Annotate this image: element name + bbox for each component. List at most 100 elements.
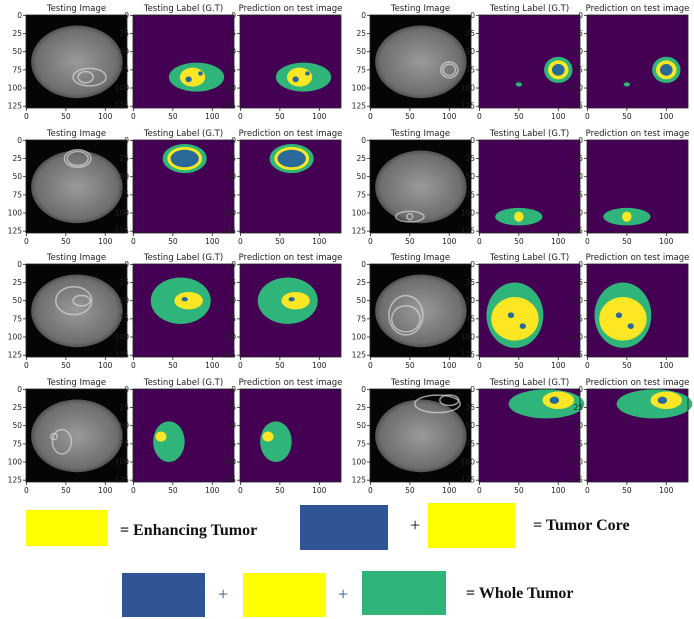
x-tick-label: 50 [622, 361, 632, 370]
y-tick-label: 25 [119, 278, 129, 287]
y-tick-label: 25 [12, 154, 22, 163]
panel-title: Prediction on test image [239, 4, 343, 14]
y-tick-label: 0 [231, 11, 236, 20]
x-tick-label: 100 [312, 237, 327, 246]
y-tick-label: 50 [465, 172, 475, 181]
y-tick-label: 75 [12, 314, 22, 323]
y-tick-label: 125 [569, 227, 584, 236]
axes-frame [25, 388, 128, 483]
y-tick-label: 75 [119, 439, 129, 448]
y-tick-label: 100 [461, 458, 476, 467]
y-tick-label: 75 [465, 439, 475, 448]
y-tick-label: 25 [356, 403, 366, 412]
y-tick-label: 0 [470, 136, 475, 145]
y-tick-label: 50 [226, 47, 236, 56]
x-tick-label: 50 [622, 486, 632, 495]
panel-title: Testing Image [46, 253, 106, 263]
panel-title: Testing Image [390, 378, 450, 388]
y-tick-label: 50 [226, 421, 236, 430]
segment [305, 71, 310, 76]
y-tick-label: 0 [578, 385, 583, 394]
y-tick-label: 100 [222, 458, 237, 467]
x-tick-label: 50 [405, 237, 415, 246]
segment [515, 82, 523, 87]
segment [519, 323, 526, 330]
y-tick-label: 125 [222, 476, 237, 485]
x-tick-label: 50 [61, 361, 71, 370]
x-tick-label: 100 [205, 361, 220, 370]
x-tick-label: 100 [312, 112, 327, 121]
segment [198, 71, 203, 76]
y-tick-label: 100 [569, 84, 584, 93]
y-tick-label: 75 [356, 314, 366, 323]
y-tick-label: 100 [222, 84, 237, 93]
y-tick-label: 125 [352, 351, 367, 360]
panel-title: Testing Image [46, 129, 106, 139]
x-tick-label: 50 [514, 361, 524, 370]
x-tick-label: 0 [131, 486, 136, 495]
panel-title: Prediction on test image [586, 253, 690, 263]
x-tick-label: 100 [205, 237, 220, 246]
y-tick-label: 0 [578, 260, 583, 269]
y-tick-label: 125 [115, 102, 130, 111]
legend-text: = Whole Tumor [466, 585, 574, 602]
y-tick-label: 25 [465, 403, 475, 412]
segment [627, 323, 634, 330]
y-tick-label: 125 [352, 102, 367, 111]
segment [549, 396, 560, 404]
y-tick-label: 0 [124, 136, 129, 145]
x-tick-label: 0 [368, 486, 373, 495]
y-tick-label: 50 [356, 172, 366, 181]
x-tick-label: 0 [585, 237, 590, 246]
x-tick-label: 50 [168, 112, 178, 121]
x-tick-label: 0 [238, 486, 243, 495]
x-tick-label: 0 [368, 237, 373, 246]
lesion [54, 285, 93, 316]
x-tick-label: 100 [551, 361, 566, 370]
y-tick-label: 100 [222, 333, 237, 342]
y-tick-label: 75 [465, 65, 475, 74]
axes-frame [369, 388, 472, 483]
y-tick-label: 25 [573, 29, 583, 38]
y-tick-label: 125 [569, 476, 584, 485]
axes-frame [586, 263, 689, 358]
segment [622, 211, 632, 222]
y-tick-label: 125 [8, 476, 23, 485]
lesion [413, 394, 461, 414]
x-tick-label: 0 [238, 112, 243, 121]
y-tick-label: 25 [226, 29, 236, 38]
y-tick-label: 25 [465, 278, 475, 287]
segment [657, 396, 668, 404]
y-tick-label: 25 [573, 278, 583, 287]
y-tick-label: 75 [573, 190, 583, 199]
brain [31, 274, 123, 348]
panel-title: Testing Label (G.T) [489, 4, 569, 14]
axes-frame [239, 139, 342, 234]
y-tick-label: 100 [8, 84, 23, 93]
y-tick-label: 75 [12, 65, 22, 74]
y-tick-label: 75 [226, 439, 236, 448]
y-tick-label: 50 [119, 172, 129, 181]
y-tick-label: 125 [461, 227, 476, 236]
x-tick-label: 100 [659, 486, 674, 495]
y-tick-label: 75 [12, 439, 22, 448]
axes-frame [132, 388, 235, 483]
y-tick-label: 75 [119, 65, 129, 74]
y-tick-label: 0 [231, 260, 236, 269]
segment [185, 76, 192, 83]
y-tick-label: 0 [17, 11, 22, 20]
x-tick-label: 50 [61, 237, 71, 246]
y-tick-label: 125 [461, 351, 476, 360]
y-tick-label: 50 [119, 47, 129, 56]
label-background [133, 15, 234, 108]
x-tick-label: 50 [275, 361, 285, 370]
axes-frame [586, 388, 689, 483]
